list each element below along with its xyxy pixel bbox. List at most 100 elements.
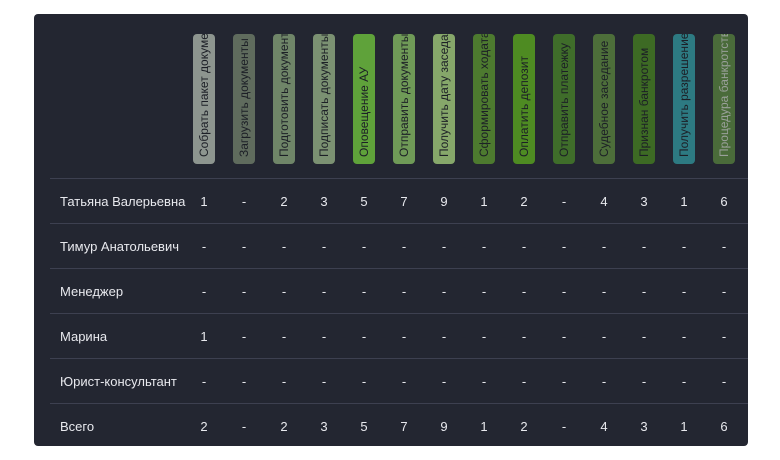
table-cell: - [281, 284, 287, 299]
column-header[interactable]: Отправить документы [393, 34, 415, 164]
column-header[interactable]: Оповещение АУ [353, 34, 375, 164]
table-cell: - [521, 239, 527, 254]
table-cell: - [441, 284, 447, 299]
table-cell: - [201, 284, 207, 299]
column-header-row: Собрать пакет документов Загрузить докуме… [34, 14, 748, 178]
table-row: Татьяна Валерьевна 1 - 2 3 5 7 9 1 2 - 4 3 1 6 [50, 179, 748, 224]
header-divider [50, 178, 748, 179]
table-cell: - [561, 284, 567, 299]
table-cell: - [481, 374, 487, 389]
column-header-label: Признан банкротом [637, 47, 651, 157]
table-cell: 3 [640, 419, 648, 434]
table-cell: - [321, 284, 327, 299]
table-cell: - [361, 239, 367, 254]
column-header-label: Процедура банкротства [717, 34, 731, 157]
table-cell: 1 [200, 329, 208, 344]
table-cell: - [401, 284, 407, 299]
row-label: Менеджер [60, 284, 124, 299]
table-row: Марина 1 - - - - - - - - - - - - - [50, 314, 748, 359]
column-header[interactable]: Сформировать ходатайство [473, 34, 495, 164]
column-header-label: Собрать пакет документов [197, 34, 211, 157]
table-cell: 6 [720, 194, 728, 209]
table-cell: - [601, 374, 607, 389]
table-cell: 4 [600, 419, 608, 434]
table-cell: - [281, 239, 287, 254]
column-header-label: Подписать документы [317, 34, 331, 157]
column-header-label: Загрузить документы [237, 38, 251, 157]
table-cell: - [561, 239, 567, 254]
column-header[interactable]: Получить дату заседания [433, 34, 455, 164]
table-cell: - [561, 419, 567, 434]
table-cell: - [721, 239, 727, 254]
column-header-label: Отправить платежку [557, 42, 571, 157]
column-header[interactable]: Получить разрешение [673, 34, 695, 164]
table-cell: - [641, 239, 647, 254]
table-cell: 7 [400, 419, 408, 434]
table-cell: - [321, 329, 327, 344]
table-cell: - [441, 329, 447, 344]
column-header-label: Оповещение АУ [357, 66, 371, 157]
stats-table-panel: Собрать пакет документов Загрузить докуме… [34, 14, 748, 446]
column-header[interactable]: Отправить платежку [553, 34, 575, 164]
table-cell: - [401, 329, 407, 344]
table-cell: - [241, 374, 247, 389]
table-cell: - [681, 239, 687, 254]
table-cell: 2 [520, 419, 528, 434]
table-cell: - [361, 374, 367, 389]
table-cell: 1 [480, 419, 488, 434]
column-header[interactable]: Собрать пакет документов [193, 34, 215, 164]
table-cell: 9 [440, 419, 448, 434]
table-cell: - [641, 284, 647, 299]
table-cell: - [241, 419, 247, 434]
table-cell: - [441, 239, 447, 254]
table-cell: - [681, 329, 687, 344]
column-header[interactable]: Процедура банкротства [713, 34, 735, 164]
table-cell: 3 [320, 194, 328, 209]
table-cell: - [481, 239, 487, 254]
table-cell: 1 [200, 194, 208, 209]
row-label: Марина [60, 329, 108, 344]
row-label: Татьяна Валерьевна [60, 194, 186, 209]
row-label: Всего [60, 419, 95, 434]
column-header[interactable]: Оплатить депозит [513, 34, 535, 164]
table-cell: - [201, 374, 207, 389]
table-row: Всего 2 - 2 3 5 7 9 1 2 - 4 3 1 6 [50, 404, 748, 446]
table-cell: - [201, 239, 207, 254]
table-cell: - [521, 374, 527, 389]
table-cell: - [321, 374, 327, 389]
table-cell: 3 [320, 419, 328, 434]
table-cell: - [561, 374, 567, 389]
column-header[interactable]: Загрузить документы [233, 34, 255, 164]
column-header[interactable]: Судебное заседание [593, 34, 615, 164]
table-cell: - [681, 284, 687, 299]
table-cell: - [401, 374, 407, 389]
table-cell: 2 [280, 194, 288, 209]
table-cell: - [601, 284, 607, 299]
table-cell: 5 [360, 419, 368, 434]
table-cell: - [721, 284, 727, 299]
table-cell: - [641, 329, 647, 344]
table-cell: - [561, 194, 567, 209]
table-cell: - [601, 239, 607, 254]
column-header-label: Отправить документы [397, 34, 411, 157]
column-header[interactable]: Подписать документы [313, 34, 335, 164]
table-cell: - [481, 329, 487, 344]
table-cell: - [441, 374, 447, 389]
table-cell: 1 [680, 419, 688, 434]
column-header-label: Получить разрешение [677, 34, 691, 157]
table-cell: - [241, 239, 247, 254]
column-header-label: Сформировать ходатайство [477, 34, 491, 157]
column-header-label: Подготовить документы [277, 34, 291, 157]
table-cell: - [241, 284, 247, 299]
table-cell: - [521, 329, 527, 344]
table-cell: 2 [520, 194, 528, 209]
table-cell: - [521, 284, 527, 299]
table-cell: - [721, 374, 727, 389]
column-header[interactable]: Подготовить документы [273, 34, 295, 164]
table-cell: 6 [720, 419, 728, 434]
table-cell: - [681, 374, 687, 389]
column-header-label: Оплатить депозит [517, 56, 531, 157]
table-row: Тимур Анатольевич - - - - - - - - - - - - - - [50, 224, 748, 269]
column-header-label: Получить дату заседания [437, 34, 451, 157]
column-header[interactable]: Признан банкротом [633, 34, 655, 164]
